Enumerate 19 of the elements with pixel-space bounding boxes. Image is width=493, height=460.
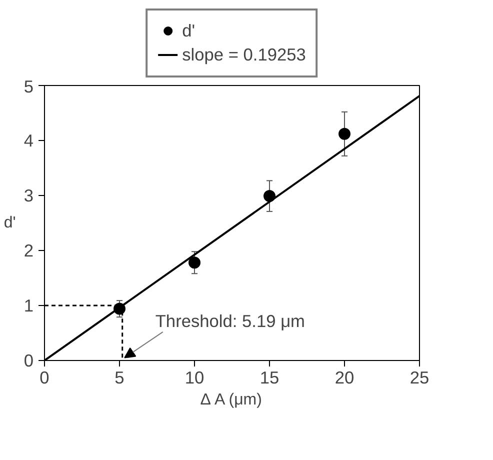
- y-tick-label: 4: [24, 130, 34, 150]
- x-tick-label: 5: [114, 368, 124, 388]
- x-tick-label: 0: [40, 368, 50, 388]
- y-tick-label: 0: [24, 350, 34, 370]
- x-tick-label: 10: [184, 368, 204, 388]
- y-tick-label: 5: [24, 76, 34, 96]
- x-axis-title: Δ A (μm): [200, 392, 262, 408]
- y-tick-label: 2: [24, 240, 34, 260]
- legend-label: d': [182, 20, 196, 41]
- x-tick-label: 25: [410, 368, 430, 388]
- y-axis-title: d': [4, 214, 16, 232]
- annotation: Threshold: 5.19 μm: [155, 310, 306, 331]
- point: [338, 128, 350, 140]
- x-tick-label: 15: [260, 368, 280, 388]
- y-tick-label: 1: [24, 296, 34, 316]
- point: [188, 256, 200, 269]
- y-tick-label: 3: [24, 186, 34, 206]
- x-tick-label: 20: [334, 368, 354, 388]
- legend-label: slope = 0.19253: [182, 44, 306, 65]
